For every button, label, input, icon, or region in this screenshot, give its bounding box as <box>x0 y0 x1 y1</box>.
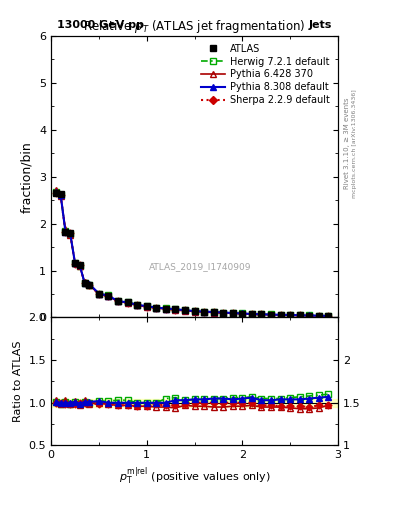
Text: 13000 GeV pp: 13000 GeV pp <box>57 20 144 30</box>
Y-axis label: fraction/bin: fraction/bin <box>20 141 33 212</box>
Bar <box>51 398 338 407</box>
Title: Relative $p_T$ (ATLAS jet fragmentation): Relative $p_T$ (ATLAS jet fragmentation) <box>83 18 306 35</box>
Legend: ATLAS, Herwig 7.2.1 default, Pythia 6.428 370, Pythia 8.308 default, Sherpa 2.2.: ATLAS, Herwig 7.2.1 default, Pythia 6.42… <box>198 40 333 108</box>
X-axis label: $p_{\mathrm{T}}^{\mathrm{m|rel}}$ (positive values only): $p_{\mathrm{T}}^{\mathrm{m|rel}}$ (posit… <box>119 466 270 487</box>
Text: ATLAS_2019_I1740909: ATLAS_2019_I1740909 <box>149 262 252 271</box>
Y-axis label: Ratio to ATLAS: Ratio to ATLAS <box>13 340 23 422</box>
Text: Jets: Jets <box>309 20 332 30</box>
Text: Rivet 3.1.10, ≥ 3M events: Rivet 3.1.10, ≥ 3M events <box>344 98 350 189</box>
Text: mcplots.cern.ch [arXiv:1306.3436]: mcplots.cern.ch [arXiv:1306.3436] <box>352 89 357 198</box>
